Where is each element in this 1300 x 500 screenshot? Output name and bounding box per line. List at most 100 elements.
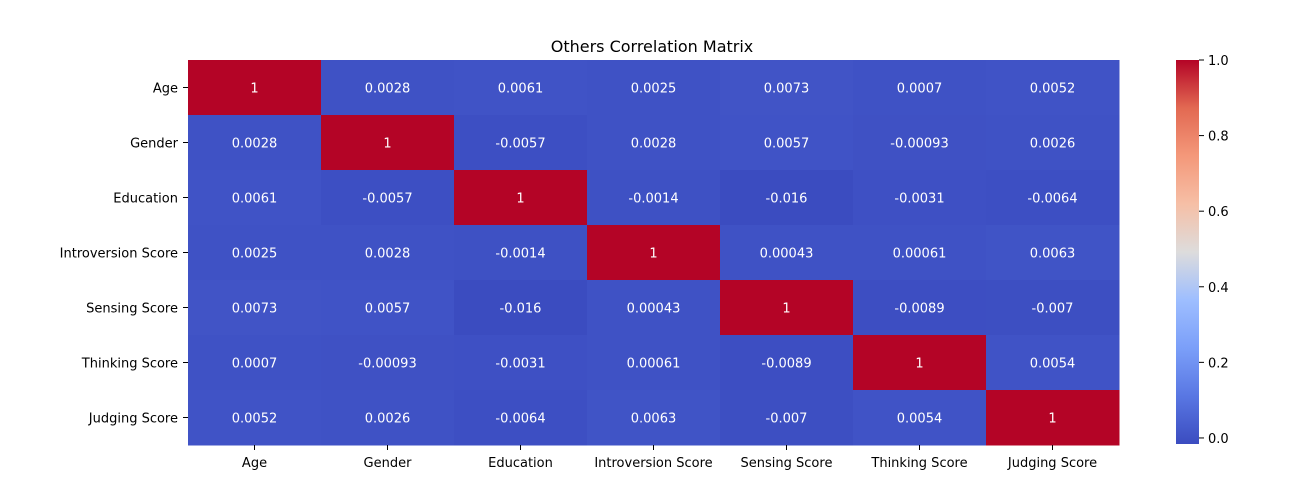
heatmap-cell-label: 0.0052	[1030, 82, 1076, 97]
heatmap-cell-label: 1	[649, 247, 657, 262]
heatmap-cell-label: -0.0014	[495, 247, 545, 262]
y-tick-label: Introversion Score	[60, 247, 178, 262]
heatmap-cell	[321, 115, 455, 171]
heatmap-cell-label: 0.0054	[897, 412, 943, 427]
colorbar-tick-label: 0.0	[1208, 432, 1229, 447]
heatmap-cell-label: 0.0057	[365, 302, 411, 317]
heatmap-cell-label: 1	[782, 302, 790, 317]
x-axis-ticks: Age Gender Education Introversion Score Sens…	[242, 445, 1097, 471]
x-tick-label: Gender	[364, 456, 413, 471]
heatmap-cell	[587, 390, 721, 446]
heatmap-cell	[986, 390, 1120, 446]
heatmap-cell	[986, 60, 1120, 116]
y-tick-label: Judging Score	[88, 412, 178, 427]
x-tick-label: Sensing Score	[741, 456, 833, 471]
colorbar-tick-label: 0.2	[1208, 356, 1229, 371]
heatmap-cell-label: 0.0028	[365, 247, 411, 262]
heatmap-cell-label: 0.0063	[631, 412, 677, 427]
heatmap-cell-label: 0.0054	[1030, 357, 1076, 372]
heatmap-cell-label: 1	[1048, 412, 1056, 427]
y-tick-label: Age	[153, 82, 178, 97]
heatmap-cell-label: 0.0052	[232, 412, 278, 427]
colorbar-tick-label: 0.4	[1208, 281, 1229, 296]
heatmap-cell-label: -0.00093	[358, 357, 416, 372]
heatmap-cell-label: -0.0031	[894, 192, 944, 207]
heatmap-cell-label: 0.0028	[631, 137, 677, 152]
heatmap-cell	[454, 280, 588, 336]
colorbar-tick-label: 1.0	[1208, 54, 1229, 69]
heatmap-cell-label: -0.0064	[1027, 192, 1077, 207]
heatmap-cell-label: -0.016	[766, 192, 808, 207]
heatmap-cell	[188, 280, 322, 336]
y-tick-label: Sensing Score	[86, 302, 178, 317]
heatmap-cell	[720, 225, 854, 281]
heatmap-cell-label: 0.0061	[498, 82, 544, 97]
colorbar	[1176, 60, 1199, 444]
heatmap-cell	[720, 280, 854, 336]
heatmap-cell	[454, 170, 588, 226]
y-tick-label: Thinking Score	[81, 357, 178, 372]
heatmap-cell-label: 1	[383, 137, 391, 152]
heatmap-cell	[321, 280, 455, 336]
x-tick-label: Judging Score	[1007, 456, 1097, 471]
heatmap-cell	[853, 280, 987, 336]
heatmap-cell	[587, 280, 721, 336]
heatmap-cell-label: -0.0057	[362, 192, 412, 207]
heatmap-cell-label: -0.0089	[894, 302, 944, 317]
heatmap-cell	[986, 280, 1120, 336]
y-tick-label: Education	[113, 192, 178, 207]
heatmap-cell	[454, 60, 588, 116]
heatmap-cell	[853, 335, 987, 391]
heatmap-cell	[188, 335, 322, 391]
heatmap-cell	[454, 335, 588, 391]
heatmap-cell	[321, 335, 455, 391]
colorbar-tick-label: 0.8	[1208, 130, 1229, 145]
heatmap-cell	[587, 115, 721, 171]
heatmap-cell-label: 1	[915, 357, 923, 372]
heatmap-cell	[188, 170, 322, 226]
heatmap-cell	[587, 335, 721, 391]
heatmap-cell-label: 0.0057	[764, 137, 810, 152]
chart-title: Others Correlation Matrix	[551, 37, 754, 56]
heatmap-cell	[587, 225, 721, 281]
heatmap-cell	[321, 170, 455, 226]
heatmap-cell	[720, 170, 854, 226]
heatmap-cell	[720, 390, 854, 446]
heatmap-cell-label: 0.0026	[1030, 137, 1076, 152]
heatmap-cell	[720, 60, 854, 116]
heatmap-cell-labels: 1 0.0028 0.0061 0.0025 0.0073 0.0007 0.0052 0.0…	[232, 82, 1078, 427]
heatmap-cell-label: 0.0007	[897, 82, 943, 97]
x-tick-label: Introversion Score	[594, 456, 712, 471]
heatmap-cell	[454, 225, 588, 281]
heatmap-cell-label: -0.007	[1032, 302, 1074, 317]
heatmap-cell	[986, 335, 1120, 391]
heatmap-cell-label: -0.00093	[890, 137, 948, 152]
heatmap-cell	[321, 390, 455, 446]
heatmap-cell	[720, 335, 854, 391]
heatmap-cell-label: -0.0089	[761, 357, 811, 372]
heatmap-cell-label: 0.0025	[631, 82, 677, 97]
x-tick-label: Thinking Score	[870, 456, 967, 471]
heatmap-cell	[587, 170, 721, 226]
heatmap-cell	[853, 60, 987, 116]
heatmap-cell	[188, 60, 322, 116]
heatmap-cell	[321, 225, 455, 281]
heatmap-cell-label: 0.0073	[232, 302, 278, 317]
heatmap-cell-label: -0.0014	[628, 192, 678, 207]
heatmap-cell-label: 0.00061	[627, 357, 681, 372]
heatmap-cell-label: -0.0064	[495, 412, 545, 427]
colorbar-ticks: 0.0 0.2 0.4 0.6 0.8 1.0	[1199, 54, 1229, 447]
heatmap-cell-label: -0.0031	[495, 357, 545, 372]
x-tick-label: Age	[242, 456, 267, 471]
heatmap-cell	[986, 225, 1120, 281]
heatmap-cell-label: -0.016	[500, 302, 542, 317]
heatmap-cell	[720, 115, 854, 171]
heatmap-cell	[986, 115, 1120, 171]
x-tick-label: Education	[488, 456, 553, 471]
heatmap-cell	[853, 390, 987, 446]
heatmap-cell	[321, 60, 455, 116]
heatmap-cell-label: 0.0028	[365, 82, 411, 97]
heatmap-cell-label: 0.0007	[232, 357, 278, 372]
heatmap-cell-label: 0.0063	[1030, 247, 1076, 262]
